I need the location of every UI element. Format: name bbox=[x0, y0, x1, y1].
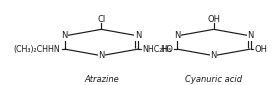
Text: HO: HO bbox=[160, 45, 173, 54]
Text: N: N bbox=[174, 31, 180, 40]
Text: N: N bbox=[61, 31, 68, 40]
Text: OH: OH bbox=[207, 15, 220, 24]
Text: Atrazine: Atrazine bbox=[84, 75, 119, 84]
Text: N: N bbox=[98, 51, 105, 60]
Text: NHC₂H₅: NHC₂H₅ bbox=[142, 45, 172, 54]
Text: OH: OH bbox=[255, 45, 268, 54]
Text: (CH₃)₂CHHN: (CH₃)₂CHHN bbox=[14, 45, 61, 54]
Text: N: N bbox=[135, 31, 141, 40]
Text: Cyanuric acid: Cyanuric acid bbox=[185, 75, 242, 84]
Text: Cl: Cl bbox=[97, 15, 105, 24]
Text: N: N bbox=[210, 51, 217, 60]
Text: N: N bbox=[247, 31, 254, 40]
